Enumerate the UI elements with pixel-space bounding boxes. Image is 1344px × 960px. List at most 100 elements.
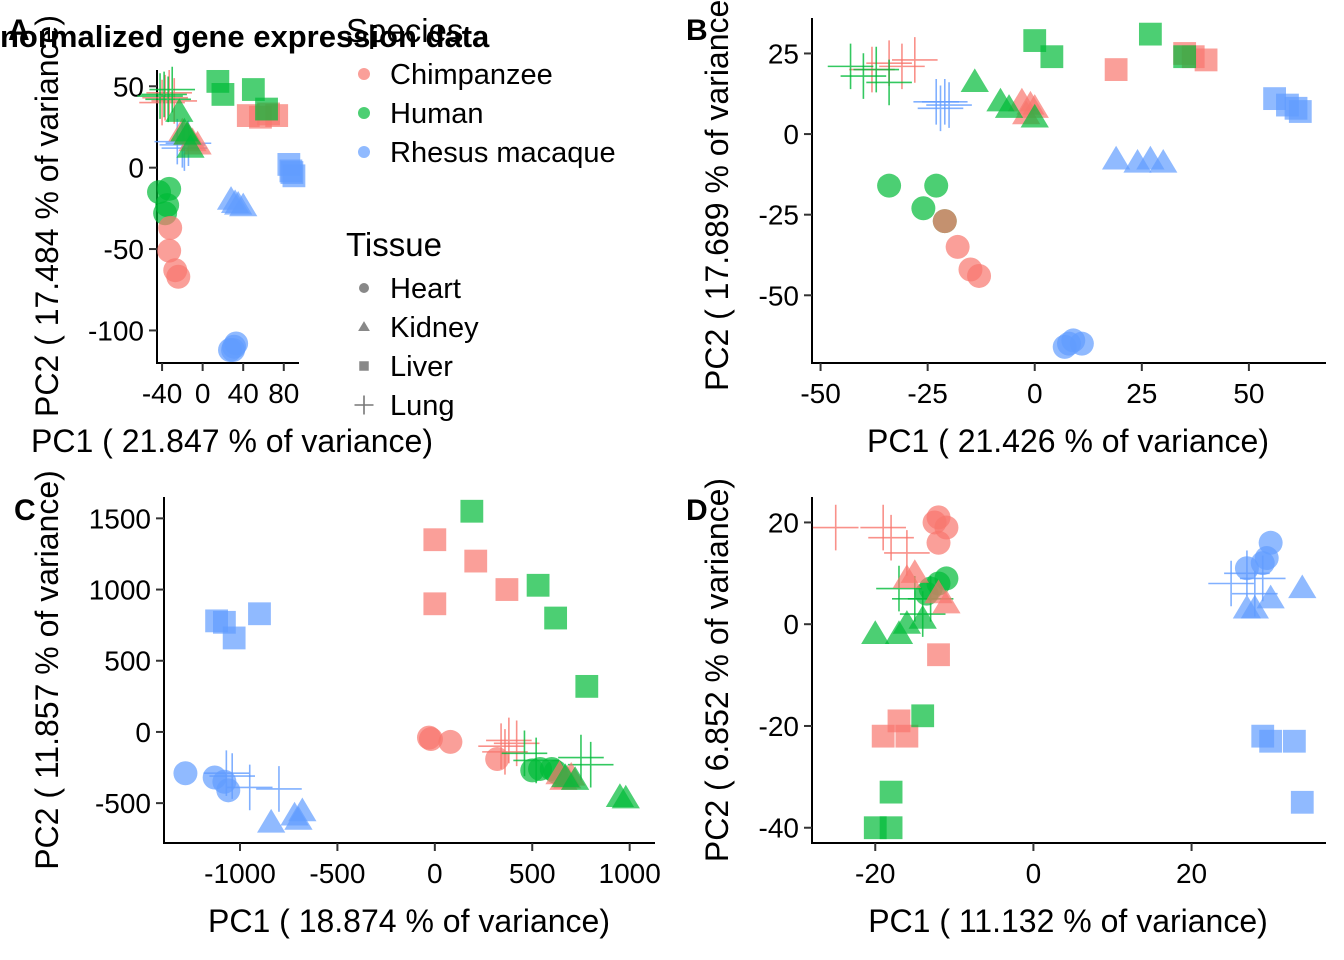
y-axis-label: PC2 ( 11.857 % of variance) [29,470,65,870]
legend-tissue-label: Lung [390,390,455,422]
y-tick-label: -20 [759,711,799,742]
y-tick-label: 500 [104,646,151,677]
point-human-kidney [165,98,194,122]
point-rhesus-macaque-heart [1057,331,1081,356]
x-axis-label: PC1 ( 21.426 % of variance) [867,423,1269,459]
point-chimpanzee-liver [927,643,950,667]
points-layer [137,66,306,362]
point-human-lung [853,46,900,93]
panel-letter: C [14,494,36,527]
panels-layer: -40 0 40 80 -100 -50 0 50 PC1 ( 21.847 % of vari… [8,0,1326,939]
points-layer [173,499,640,833]
x-tick-label: -40 [142,378,182,409]
point-chimpanzee-lung [892,37,938,83]
axes-lines [811,18,1326,364]
point-human-liver [255,97,278,121]
point-rhesus-macaque-heart [1254,546,1279,571]
point-chimpanzee-heart [158,215,183,240]
point-human-liver [544,606,568,630]
point-human-liver [1173,45,1197,69]
panel-b: -50 -25 0 25 50 -50 -25 0 25 PC1 ( 21.426 % of va… [686,0,1326,459]
point-human-lung [501,730,548,777]
y-tick-label: 0 [128,153,144,184]
point-human-liver [1138,22,1162,46]
point-human-liver [879,780,903,804]
point-chimpanzee-heart [926,530,951,555]
point-chimpanzee-heart [932,209,957,234]
axes-lines [811,497,1326,844]
point-chimpanzee-liver [464,549,488,573]
point-rhesus-macaque-heart [222,334,247,359]
y-tick-label: 1000 [89,575,151,606]
point-rhesus-macaque-lung [226,764,273,811]
legend-tissue-key [359,283,369,293]
point-human-lung [145,76,191,123]
legend-tissue-lung: Lung [354,390,455,422]
point-chimpanzee-lung [482,729,528,775]
point-human-lung [827,43,874,90]
point-human-liver [526,573,550,597]
point-rhesus-macaque-kidney [1288,574,1317,599]
legend-tissue-items: Heart Kidney Liver Lung [354,273,479,422]
legend-tissue-key [354,395,374,415]
point-human-liver [211,83,235,106]
legend-tissue-key [358,321,370,331]
x-axis-label: PC1 ( 18.874 % of variance) [208,903,610,939]
point-human-kidney [1020,103,1049,128]
y-tick-label: 20 [768,507,799,538]
point-chimpanzee-lung [812,504,859,551]
y-tick-label: -50 [759,280,799,311]
point-human-kidney [560,766,590,790]
point-rhesus-macaque-heart [173,761,198,786]
points-layer [827,22,1312,359]
point-rhesus-macaque-kidney [1240,594,1269,619]
point-human-kidney [908,604,937,629]
legend: Species Chimpanzee Human Rhesus macaque Ti… [346,12,616,422]
point-human-lung [558,734,604,781]
y-tick-label: -25 [759,200,799,231]
y-tick-label: 50 [113,71,144,102]
point-chimpanzee-heart [166,264,191,289]
point-rhesus-macaque-kidney [257,808,286,833]
legend-tissue-title: Tissue [346,226,442,263]
x-tick-label: 1000 [599,858,661,889]
legend-species-title: Species [346,12,463,49]
point-rhesus-macaque-lung [256,766,302,812]
x-tick-label: 80 [268,378,299,409]
point-rhesus-macaque-liver [1288,100,1312,123]
y-axis-label: PC2 ( 6.852 % of variance) [699,478,735,862]
point-chimpanzee-lung [860,504,906,551]
x-axis-label: PC1 ( 21.847 % of variance) [31,423,433,459]
legend-species-key [358,68,370,80]
point-human-liver [575,674,599,698]
point-chimpanzee-kidney [900,559,929,583]
point-human-lung [840,53,887,99]
point-human-liver [879,816,903,840]
point-rhesus-macaque-liver [1282,729,1306,753]
axes-lines [163,497,655,844]
x-tick-label: 50 [1233,378,1264,409]
point-human-liver [241,78,265,101]
point-human-kidney [173,120,202,145]
y-tick-label: -100 [88,315,144,346]
point-human-liver [460,499,484,523]
point-rhesus-macaque-liver [1259,729,1283,753]
point-human-lung [513,737,559,784]
point-human-liver [911,704,935,728]
legend-tissue-heart: Heart [359,273,461,305]
legend-species-label: Chimpanzee [390,59,553,91]
legend-species-label: Human [390,98,484,130]
point-rhesus-macaque-kidney [1149,148,1178,173]
x-tick-label: 0 [1026,858,1042,889]
y-tick-label: 0 [135,717,151,748]
x-tick-label: 0 [195,378,211,409]
point-chimpanzee-heart [418,727,443,752]
point-human-kidney [611,784,640,809]
point-rhesus-macaque-kidney [220,189,250,214]
legend-species-rhesus-macaque: Rhesus macaque [358,137,616,169]
x-tick-label: 40 [228,378,259,409]
point-chimpanzee-heart [967,263,992,288]
point-chimpanzee-liver [1104,58,1128,81]
point-chimpanzee-liver [895,724,919,748]
point-chimpanzee-liver [1194,48,1218,72]
